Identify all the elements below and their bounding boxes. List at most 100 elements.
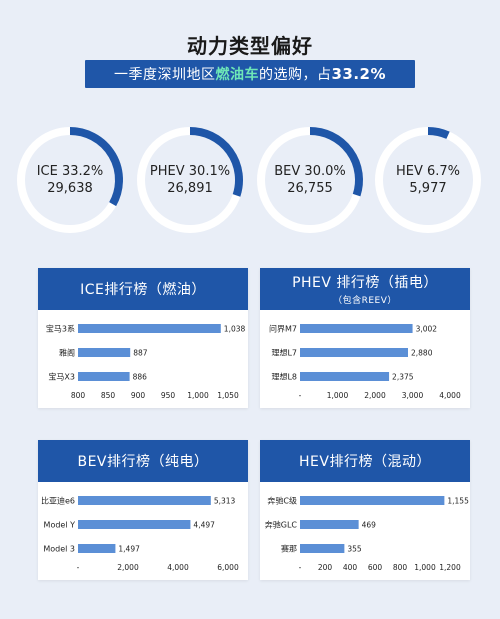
x-tick-label: 1,000 [327, 391, 349, 400]
category-label: 问界M7 [269, 325, 297, 334]
ring-ice-count: 29,638 [47, 181, 93, 196]
bar [78, 496, 211, 505]
subtitle-banner: 一季度深圳地区 燃油车 的选购，占 33.2% [85, 60, 415, 88]
ring-phev-label: PHEV 30.1% [149, 164, 231, 179]
x-tick-label: 3,000 [402, 391, 424, 400]
value-label: 355 [347, 545, 362, 554]
category-label: 奔驰GLC [265, 520, 298, 530]
x-tick-label: 200 [318, 563, 333, 572]
value-label: 1,038 [224, 325, 246, 334]
phev-ranking-plot: 问界M7 3,002 理想L7 2,880 理想L8 2,375 - 1,000 2,000 3,… [269, 324, 461, 400]
subtitle-mid: 的选购，占 [258, 67, 332, 83]
value-label: 2,880 [411, 349, 433, 358]
ice-ranking-header: ICE排行榜（燃油） [38, 268, 248, 310]
ring-bev-count: 26,755 [287, 181, 333, 196]
ring-ice-graphic [17, 127, 123, 233]
x-tick-label: 400 [343, 563, 358, 572]
x-tick-label: 1,000 [187, 391, 209, 400]
ice-ranking-card: ICE排行榜（燃油） 宝马3系 1,038 雅阁 887 宝马X3 886 800 850 90… [38, 268, 248, 408]
x-tick-label: 600 [368, 563, 383, 572]
x-tick-label: 900 [131, 391, 146, 400]
bev-ranking-card: BEV排行榜（纯电） 比亚迪e6 5,313 Model Y 4,497 Model 3… [38, 440, 248, 580]
x-tick-label: - [299, 563, 302, 572]
x-tick-label: - [77, 563, 80, 572]
x-tick-label: 4,000 [167, 563, 189, 572]
ring-bev: BEV 30.0% 26,755 [255, 125, 365, 235]
value-label: 886 [133, 373, 148, 382]
value-label: 469 [362, 521, 377, 530]
value-label: 887 [133, 349, 148, 358]
ring-hev-count: 5,977 [409, 181, 447, 196]
x-tick-label: 850 [101, 391, 116, 400]
ice-ranking-title: ICE排行榜（燃油） [80, 282, 206, 298]
x-tick-label: 1,000 [414, 563, 436, 572]
bar [300, 324, 413, 333]
phev-ranking-card: PHEV 排行榜（插电） （包含REEV） 问界M7 3,002 理想L7 2,880… [260, 268, 470, 408]
bar [300, 544, 345, 553]
value-label: 1,497 [118, 545, 140, 554]
hev-ranking-title: HEV排行榜（混动） [299, 454, 431, 470]
hev-ranking-header: HEV排行榜（混动） [260, 440, 470, 482]
x-tick-label: 800 [71, 391, 86, 400]
x-tick-label: 4,000 [439, 391, 461, 400]
x-tick-label: 800 [393, 563, 408, 572]
ring-bev-arc [309, 127, 363, 197]
value-label: 3,002 [416, 325, 438, 334]
phev-ranking-title: PHEV 排行榜（插电） [292, 275, 438, 291]
x-tick-label: - [299, 391, 302, 400]
bev-ranking-plot: 比亚迪e6 5,313 Model Y 4,497 Model 3 1,497 - 2,000… [41, 496, 239, 573]
ring-ice-label: ICE 33.2% [36, 164, 104, 179]
hev-ranking-card: HEV排行榜（混动） 奔驰C级 1,155 奔驰GLC 469 赛那 355 - 200 400… [260, 440, 470, 580]
ring-bev-graphic [257, 127, 363, 233]
ring-phev-arc [189, 127, 243, 197]
phev-ranking-header: PHEV 排行榜（插电） （包含REEV） [260, 268, 470, 310]
subtitle-percent: 33.2% [331, 65, 387, 83]
bar [78, 324, 221, 333]
bar [78, 372, 130, 381]
ring-phev-graphic [137, 127, 243, 233]
category-label: 宝马X3 [48, 372, 75, 382]
bar [300, 496, 445, 505]
ring-hev: HEV 6.7% 5,977 [373, 125, 483, 235]
ring-ice: ICE 33.2% 29,638 [15, 125, 125, 235]
category-label: 理想L8 [271, 372, 297, 382]
bar [300, 372, 390, 381]
subtitle-highlight: 燃油车 [215, 67, 259, 83]
x-tick-label: 950 [161, 391, 176, 400]
ring-phev-count: 26,891 [167, 181, 213, 196]
bar [78, 348, 131, 357]
ring-hev-arc [427, 127, 450, 140]
value-label: 4,497 [193, 521, 215, 530]
x-tick-label: 2,000 [364, 391, 386, 400]
category-label: 雅阁 [59, 348, 75, 358]
value-label: 2,375 [392, 373, 414, 382]
hev-ranking-plot: 奔驰C级 1,155 奔驰GLC 469 赛那 355 - 200 400 600 800 1,000… [265, 496, 469, 573]
ring-bev-label: BEV 30.0% [274, 164, 346, 179]
bev-ranking-header: BEV排行榜（纯电） [38, 440, 248, 482]
page-title: 动力类型偏好 [187, 34, 313, 58]
ring-phev: PHEV 30.1% 26,891 [135, 125, 245, 235]
phev-ranking-subtitle: （包含REEV） [333, 296, 397, 306]
ring-hev-graphic [375, 127, 481, 233]
category-label: 奔驰C级 [267, 496, 297, 506]
subtitle-prefix: 一季度深圳地区 [113, 67, 216, 83]
bar [300, 520, 359, 529]
bar [78, 520, 191, 529]
category-label: 宝马3系 [46, 324, 75, 334]
ring-ice-arc [69, 127, 123, 207]
category-label: 理想L7 [271, 348, 297, 358]
x-tick-label: 1,200 [439, 563, 461, 572]
category-label: Model Y [44, 521, 76, 530]
value-label: 1,155 [447, 497, 469, 506]
ring-hev-label: HEV 6.7% [395, 164, 461, 179]
bar [300, 348, 408, 357]
x-tick-label: 2,000 [117, 563, 139, 572]
x-tick-label: 6,000 [217, 563, 239, 572]
category-label: 赛那 [281, 544, 297, 554]
value-label: 5,313 [214, 497, 236, 506]
bar [78, 544, 116, 553]
bev-ranking-title: BEV排行榜（纯电） [77, 454, 209, 470]
category-label: 比亚迪e6 [41, 496, 75, 506]
category-label: Model 3 [43, 545, 75, 554]
ice-ranking-plot: 宝马3系 1,038 雅阁 887 宝马X3 886 800 850 900 950 1,000 1,… [46, 324, 246, 401]
